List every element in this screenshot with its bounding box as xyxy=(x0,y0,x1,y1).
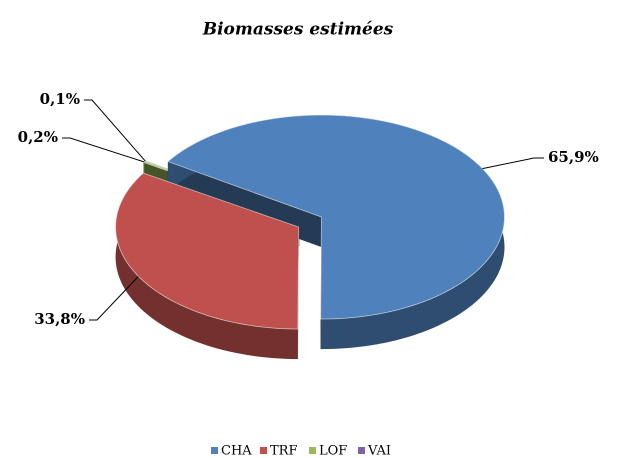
data-label: 0,1% xyxy=(40,90,80,108)
pie-slice xyxy=(115,172,300,360)
data-label: 65,9% xyxy=(548,148,599,166)
leader-line xyxy=(62,137,145,163)
legend: CHA TRF LOF VAI xyxy=(211,444,391,458)
legend-label: CHA xyxy=(221,444,252,458)
leader-line xyxy=(482,157,544,170)
leader-line xyxy=(84,99,146,162)
leader-line xyxy=(89,276,139,321)
legend-swatch xyxy=(358,447,365,454)
data-label: 33,8% xyxy=(34,310,85,328)
legend-swatch xyxy=(309,447,316,454)
legend-label: TRF xyxy=(270,444,297,458)
chart-title: Biomasses estimées xyxy=(202,20,394,40)
data-label: 0,2% xyxy=(18,128,58,146)
legend-swatch xyxy=(211,447,218,454)
slice-top xyxy=(167,114,505,320)
legend-swatch xyxy=(260,447,267,454)
legend-label: LOF xyxy=(319,444,347,458)
slice-top xyxy=(115,172,300,330)
legend-label: VAI xyxy=(367,444,391,458)
